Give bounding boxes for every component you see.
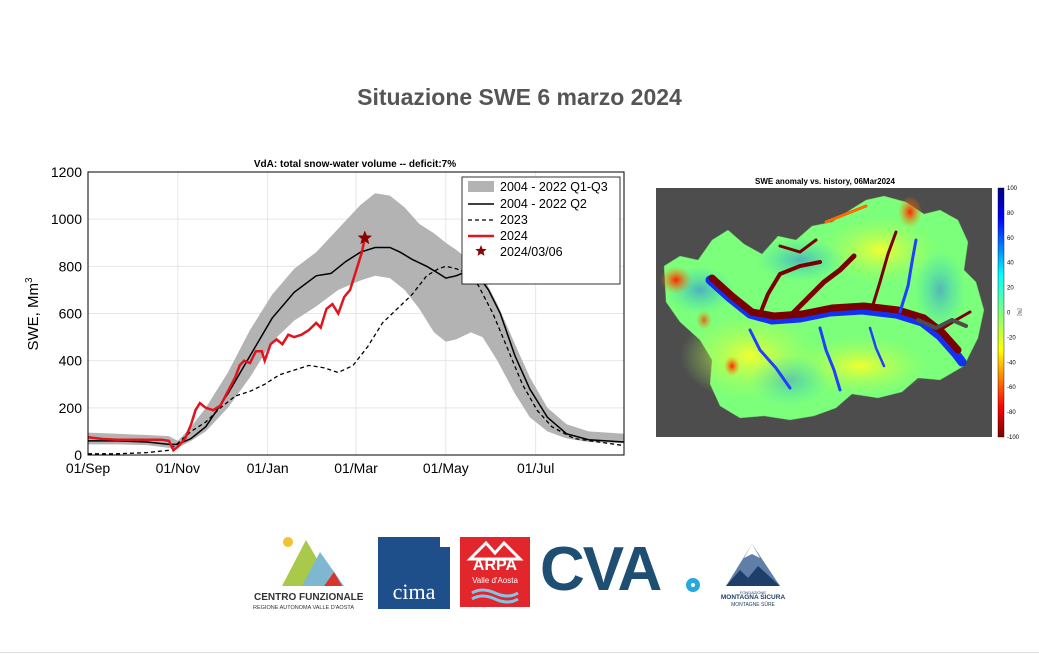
montagna-sicura-subtitle: MONTAGNE SÛRE	[731, 602, 775, 608]
colorbar	[997, 187, 1005, 438]
y-tick-label: 0	[74, 447, 82, 463]
swe-volume-chart: VdA: total snow-water volume -- deficit:…	[24, 159, 625, 476]
logo-cva: CVA	[540, 535, 700, 604]
cima-wordmark: cima	[392, 579, 436, 604]
marker-2024-03-06	[357, 230, 373, 245]
partner-logos: CENTRO FUNZIONALE REGIONE AUTONOMA VALLE…	[0, 528, 1039, 613]
y-tick-label: 1200	[51, 164, 82, 180]
valley-region	[660, 195, 985, 421]
page-title: Situazione SWE 6 marzo 2024	[357, 84, 682, 110]
arpa-mountain-icon	[466, 540, 524, 604]
y-tick-label: 400	[59, 353, 83, 369]
y-axis-label: SWE, Mm3	[24, 277, 42, 351]
centro-funzionale-subtitle: REGIONE AUTONOMA VALLE D'AOSTA	[253, 605, 354, 611]
colorbar-tick-label: 0	[1007, 311, 1011, 317]
plot-frame	[87, 171, 625, 456]
chart-title: VdA: total snow-water volume -- deficit:…	[254, 159, 456, 170]
legend-swatch-star	[475, 245, 487, 256]
logo-arpa: ARPA Valle d'Aosta	[460, 537, 530, 607]
centro-funzionale-emblem-icon	[282, 537, 344, 586]
y-tick-label: 600	[59, 306, 83, 322]
colorbar-tick-label: 20	[1007, 286, 1014, 292]
y-tick-label: 800	[59, 258, 83, 274]
colorbar-tick-label: -60	[1007, 385, 1016, 391]
colorbar-tick-label: 40	[1007, 261, 1014, 267]
colorbar-tick-label: 80	[1007, 211, 1014, 217]
logo-centro-funzionale: CENTRO FUNZIONALE REGIONE AUTONOMA VALLE…	[250, 532, 400, 614]
y-axis: 0 200 400 600 800 1000 1200	[51, 164, 82, 463]
x-tick-label: 01/Jul	[517, 460, 554, 476]
legend-label-2024: 2024	[500, 229, 528, 243]
colorbar-tick-label: 100	[1007, 186, 1018, 192]
y-tick-label: 200	[59, 400, 83, 416]
colorbar-tick-label: -40	[1007, 360, 1016, 366]
legend-label-star: 2024/03/06	[500, 245, 563, 259]
legend-label-2023: 2023	[500, 213, 528, 227]
logo-cima: cima	[378, 537, 450, 609]
x-tick-label: 01/Jan	[247, 460, 289, 476]
legend-label-band: 2004 - 2022 Q1-Q3	[500, 180, 608, 194]
map-title: SWE anomaly vs. history, 06Mar2024	[755, 177, 895, 186]
series-line-2024	[87, 237, 367, 453]
logo-montagna-sicura: FONDAZIONE MONTAGNA SICURA MONTAGNE SÛRE	[718, 536, 788, 616]
series-line-2023	[88, 265, 625, 455]
colorbar-tick-label: 60	[1007, 236, 1014, 242]
colorbar-tick-label: -80	[1007, 410, 1016, 416]
legend-label-q2: 2004 - 2022 Q2	[500, 197, 587, 211]
x-tick-label: 01/Mar	[334, 460, 378, 476]
colorbar-tick-label: -20	[1007, 335, 1016, 341]
montagna-sicura-peak-icon	[726, 544, 780, 586]
y-tick-label: 1000	[51, 211, 82, 227]
x-axis: 01/Sep 01/Nov 01/Jan 01/Mar 01/May 01/Jul	[66, 460, 555, 476]
colorbar-ticks: 100 80 60 40 20 0 -20 -40 -60 -80 -100	[1007, 186, 1020, 441]
cva-wordmark: CVA	[540, 535, 662, 604]
x-tick-label: 01/Sep	[66, 460, 111, 476]
series-line-q2	[88, 246, 625, 446]
colorbar-tick-label: -100	[1007, 435, 1020, 441]
swe-anomaly-map: SWE anomaly vs. history, 06Mar2024 100 80…	[656, 177, 1022, 441]
legend-swatch-band	[468, 181, 494, 192]
montagna-sicura-foundation: FONDAZIONE	[739, 590, 767, 595]
quartile-band	[88, 193, 624, 448]
chart-legend: 2004 - 2022 Q1-Q3 2004 - 2022 Q2 2023 20…	[461, 176, 621, 285]
x-tick-label: 01/Nov	[156, 460, 200, 476]
colorbar-unit: [%]	[1016, 308, 1022, 316]
montagna-sicura-name: MONTAGNA SICURA	[720, 594, 786, 601]
x-tick-label: 01/May	[423, 460, 469, 476]
arpa-subtitle: Valle d'Aosta	[472, 576, 518, 585]
cva-dot-icon	[686, 578, 700, 592]
arpa-wordmark: ARPA	[472, 557, 518, 574]
centro-funzionale-name: CENTRO FUNZIONALE	[254, 592, 364, 603]
bottom-divider	[0, 652, 1039, 653]
